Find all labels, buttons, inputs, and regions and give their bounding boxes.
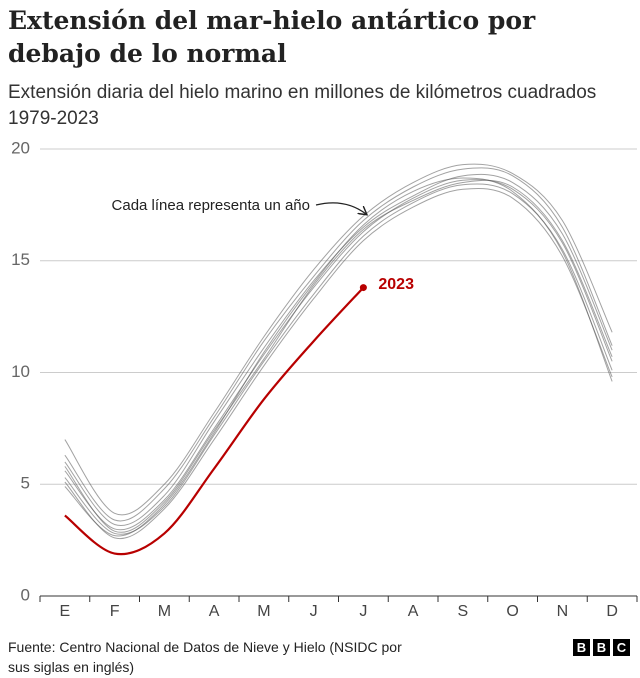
year-line bbox=[64, 177, 613, 537]
y-tick-label: 5 bbox=[21, 474, 30, 493]
source: Fuente: Centro Nacional de Datos de Niev… bbox=[8, 639, 402, 675]
year-line bbox=[64, 183, 613, 535]
x-tick-label: N bbox=[557, 603, 569, 620]
y-tick-label: 10 bbox=[11, 362, 30, 381]
highlight-line bbox=[64, 286, 365, 556]
end-dot bbox=[359, 284, 367, 292]
logo-letter: B bbox=[593, 639, 610, 656]
x-tick-label: F bbox=[110, 603, 120, 620]
logo-letter: C bbox=[613, 639, 630, 656]
year-line bbox=[64, 179, 613, 531]
y-tick-label: 0 bbox=[21, 585, 30, 604]
x-tick-label: J bbox=[310, 603, 318, 620]
x-tick-label: M bbox=[257, 603, 270, 620]
x-tick-label: O bbox=[506, 603, 518, 620]
x-tick-label: M bbox=[158, 603, 171, 620]
logo-letter: B bbox=[573, 639, 590, 656]
x-tick-label: A bbox=[408, 603, 419, 620]
year-line bbox=[64, 173, 613, 527]
x-tick-label: A bbox=[209, 603, 220, 620]
y-tick-label: 20 bbox=[11, 138, 30, 157]
annotation-arrow bbox=[315, 202, 366, 214]
year-line bbox=[64, 167, 613, 522]
year-line bbox=[64, 179, 613, 533]
y-tick-label: 15 bbox=[11, 250, 30, 269]
chart-title: Extensión del mar-hielo antártico por de… bbox=[8, 6, 536, 68]
x-tick-label: S bbox=[458, 603, 469, 620]
x-tick-label: J bbox=[359, 603, 367, 620]
chart-subtitle: Extensión diaria del hielo marino en mil… bbox=[8, 82, 597, 129]
x-tick-label: E bbox=[60, 603, 71, 620]
year-line bbox=[64, 163, 613, 516]
x-tick-label: D bbox=[606, 603, 618, 620]
annotation: Cada línea representa un año bbox=[112, 197, 310, 214]
series-label: 2023 bbox=[378, 276, 414, 293]
logo: B B C bbox=[573, 639, 630, 656]
year-line bbox=[64, 187, 613, 540]
